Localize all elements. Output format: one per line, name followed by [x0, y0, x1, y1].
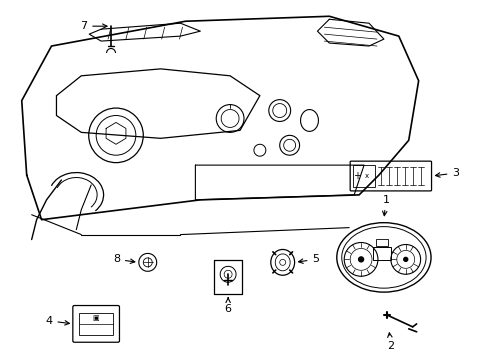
Bar: [79, 313, 113, 335]
Circle shape: [403, 257, 407, 261]
Text: 6: 6: [224, 298, 231, 314]
Text: 8: 8: [113, 255, 135, 264]
Text: x: x: [364, 173, 368, 179]
Bar: [352, 165, 374, 187]
Text: 3: 3: [435, 168, 458, 178]
Bar: [375, 239, 387, 247]
Text: 2: 2: [386, 333, 394, 351]
Text: ▣: ▣: [93, 315, 99, 321]
Bar: [372, 247, 390, 260]
Circle shape: [358, 257, 363, 262]
Text: +: +: [352, 171, 360, 181]
Text: 4: 4: [45, 316, 69, 326]
Text: 5: 5: [298, 255, 319, 264]
Text: 7: 7: [80, 21, 107, 31]
Text: 1: 1: [382, 195, 388, 216]
